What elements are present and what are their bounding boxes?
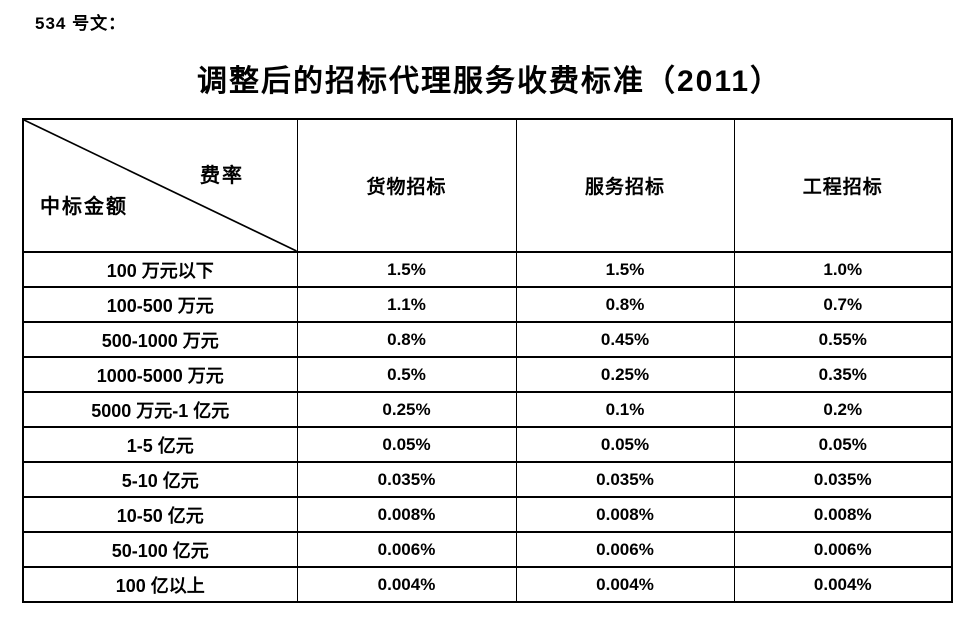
- table-row: 500-1000 万元 0.8% 0.45% 0.55%: [22, 321, 953, 358]
- page-title: 调整后的招标代理服务收费标准（2011）: [196, 65, 783, 98]
- corner-label-fee-rate: 费率: [200, 165, 244, 187]
- table-row: 50-100 亿元 0.006% 0.006% 0.006%: [22, 531, 953, 568]
- table-row: 1000-5000 万元 0.5% 0.25% 0.35%: [22, 356, 953, 393]
- fee-rate-table: 费率 中标金额 货物招标 服务招标 工程招标 100 万元以下 1.5% 1.5…: [22, 118, 953, 603]
- cell-value: 0.004%: [296, 566, 517, 603]
- cell-value: 0.45%: [515, 321, 735, 358]
- cell-value: 1.0%: [733, 251, 953, 288]
- table-row: 10-50 亿元 0.008% 0.008% 0.008%: [22, 496, 953, 533]
- table-row: 100 亿以上 0.004% 0.004% 0.004%: [22, 566, 953, 603]
- doc-number-label: 534 号文：: [35, 14, 127, 33]
- cell-value: 0.035%: [515, 461, 735, 498]
- cell-value: 0.008%: [515, 496, 735, 533]
- cell-value: 0.035%: [296, 461, 517, 498]
- cell-value: 0.25%: [515, 356, 735, 393]
- diagonal-divider-line: [24, 121, 296, 250]
- table-header-row: 费率 中标金额 货物招标 服务招标 工程招标: [22, 118, 953, 253]
- cell-value: 0.035%: [733, 461, 953, 498]
- cell-value: 0.05%: [733, 426, 953, 463]
- cell-value: 0.006%: [296, 531, 517, 568]
- cell-value: 0.004%: [515, 566, 735, 603]
- row-label: 100-500 万元: [22, 286, 298, 323]
- row-label: 100 万元以下: [22, 251, 298, 288]
- row-label: 5000 万元-1 亿元: [22, 391, 298, 428]
- row-label: 500-1000 万元: [22, 321, 298, 358]
- cell-value: 0.008%: [296, 496, 517, 533]
- row-label: 50-100 亿元: [22, 531, 298, 568]
- cell-value: 0.006%: [733, 531, 953, 568]
- cell-value: 0.35%: [733, 356, 953, 393]
- table-row: 1-5 亿元 0.05% 0.05% 0.05%: [22, 426, 953, 463]
- row-label: 1000-5000 万元: [22, 356, 298, 393]
- corner-header-cell: 费率 中标金额: [22, 118, 298, 253]
- table-row: 100 万元以下 1.5% 1.5% 1.0%: [22, 251, 953, 288]
- row-label: 5-10 亿元: [22, 461, 298, 498]
- cell-value: 0.55%: [733, 321, 953, 358]
- cell-value: 1.1%: [296, 286, 517, 323]
- table-row: 5000 万元-1 亿元 0.25% 0.1% 0.2%: [22, 391, 953, 428]
- cell-value: 0.1%: [515, 391, 735, 428]
- cell-value: 0.5%: [296, 356, 517, 393]
- cell-value: 1.5%: [296, 251, 517, 288]
- cell-value: 0.006%: [515, 531, 735, 568]
- table-row: 5-10 亿元 0.035% 0.035% 0.035%: [22, 461, 953, 498]
- corner-label-bid-amount: 中标金额: [40, 196, 128, 218]
- cell-value: 0.004%: [733, 566, 953, 603]
- cell-value: 1.5%: [515, 251, 735, 288]
- cell-value: 0.05%: [515, 426, 735, 463]
- column-header-service: 服务招标: [515, 118, 735, 253]
- row-label: 10-50 亿元: [22, 496, 298, 533]
- table-row: 100-500 万元 1.1% 0.8% 0.7%: [22, 286, 953, 323]
- column-header-engineering: 工程招标: [733, 118, 953, 253]
- cell-value: 0.2%: [733, 391, 953, 428]
- cell-value: 0.05%: [296, 426, 517, 463]
- cell-value: 0.7%: [733, 286, 953, 323]
- cell-value: 0.25%: [296, 391, 517, 428]
- row-label: 1-5 亿元: [22, 426, 298, 463]
- cell-value: 0.8%: [515, 286, 735, 323]
- column-header-goods: 货物招标: [296, 118, 517, 253]
- cell-value: 0.008%: [733, 496, 953, 533]
- cell-value: 0.8%: [296, 321, 517, 358]
- row-label: 100 亿以上: [22, 566, 298, 603]
